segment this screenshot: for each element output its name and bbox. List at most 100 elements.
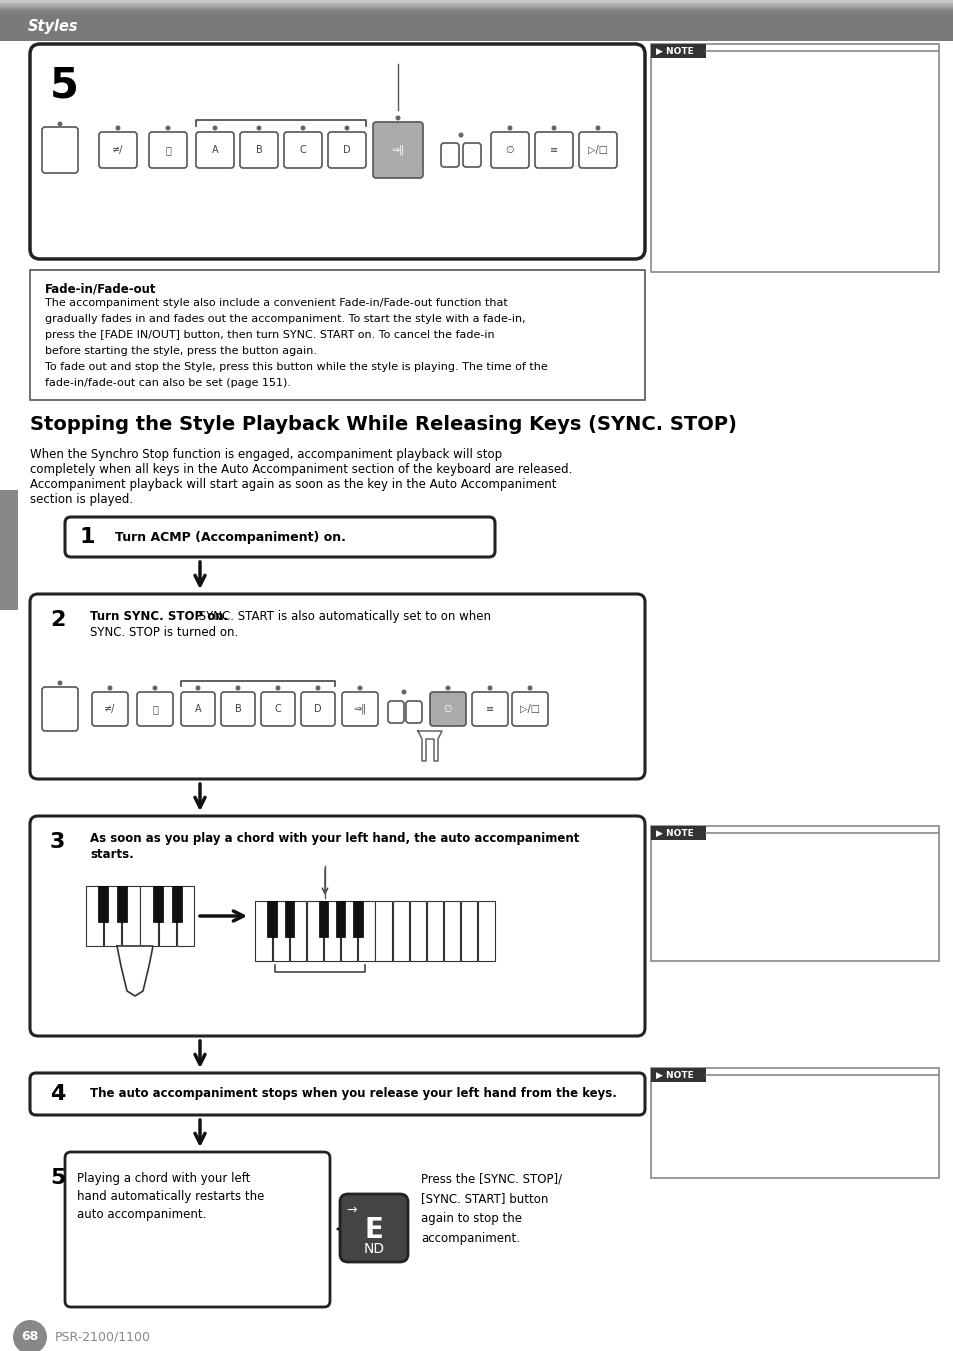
Text: ≡: ≡ [485, 704, 494, 713]
FancyBboxPatch shape [462, 143, 480, 168]
Bar [307, 901, 323, 961]
Text: Styles: Styles [28, 19, 78, 35]
Text: Accompaniment playback will start again as soon as the key in the Auto Accompani: Accompaniment playback will start again … [30, 478, 556, 490]
Bar [116, 886, 127, 921]
Text: 68: 68 [21, 1331, 38, 1343]
Text: SYNC. STOP is turned on.: SYNC. STOP is turned on. [90, 626, 238, 639]
Bar [86, 886, 103, 946]
Bar [284, 901, 294, 938]
Bar [0, 9, 953, 14]
Circle shape [527, 685, 532, 690]
Text: B: B [255, 145, 262, 155]
Text: starts.: starts. [90, 848, 133, 861]
Circle shape [487, 685, 492, 690]
Text: C: C [274, 704, 281, 713]
FancyBboxPatch shape [240, 132, 277, 168]
Bar [650, 825, 938, 961]
FancyBboxPatch shape [65, 1152, 330, 1306]
Bar [650, 45, 938, 272]
Circle shape [235, 685, 240, 690]
Bar [650, 825, 705, 840]
Text: Press the [SYNC. STOP]/: Press the [SYNC. STOP]/ [420, 1173, 561, 1185]
Circle shape [13, 1320, 47, 1351]
FancyBboxPatch shape [42, 688, 78, 731]
Circle shape [357, 685, 362, 690]
Bar [0, 14, 953, 41]
Circle shape [256, 126, 261, 131]
Text: As soon as you play a chord with your left hand, the auto accompaniment: As soon as you play a chord with your le… [90, 832, 578, 844]
FancyBboxPatch shape [261, 692, 294, 725]
Circle shape [315, 685, 320, 690]
Bar [324, 901, 340, 961]
Text: ▷/□: ▷/□ [587, 145, 607, 155]
Text: B: B [234, 704, 241, 713]
Text: ⏩: ⏩ [152, 704, 158, 713]
Bar [427, 901, 442, 961]
FancyBboxPatch shape [30, 594, 644, 780]
Text: ∅: ∅ [443, 704, 452, 713]
Bar [153, 886, 163, 921]
Text: fade-in/fade-out can also be set (page 151).: fade-in/fade-out can also be set (page 1… [45, 378, 291, 388]
FancyBboxPatch shape [30, 1073, 644, 1115]
Circle shape [195, 685, 200, 690]
Bar [0, 3, 953, 5]
FancyBboxPatch shape [472, 692, 507, 725]
FancyBboxPatch shape [149, 132, 187, 168]
Circle shape [300, 126, 305, 131]
Bar [0, 5, 953, 8]
Text: ⇒‖: ⇒‖ [354, 704, 366, 715]
Circle shape [344, 126, 349, 131]
Circle shape [152, 685, 157, 690]
Text: accompaniment.: accompaniment. [420, 1232, 519, 1246]
Bar [358, 901, 375, 961]
Text: hand automatically restarts the: hand automatically restarts the [77, 1190, 264, 1202]
Text: section is played.: section is played. [30, 493, 133, 507]
Text: C: C [299, 145, 306, 155]
Bar [98, 886, 109, 921]
FancyBboxPatch shape [65, 517, 495, 557]
Bar [30, 270, 644, 400]
FancyBboxPatch shape [430, 692, 465, 725]
Text: 1: 1 [80, 527, 95, 547]
Bar [255, 901, 272, 961]
Bar [353, 901, 362, 938]
FancyBboxPatch shape [388, 701, 403, 723]
Text: When the Synchro Stop function is engaged, accompaniment playback will stop: When the Synchro Stop function is engage… [30, 449, 501, 461]
FancyBboxPatch shape [406, 701, 421, 723]
Bar [158, 886, 176, 946]
Text: Turn SYNC. STOP on.: Turn SYNC. STOP on. [90, 611, 228, 623]
FancyBboxPatch shape [301, 692, 335, 725]
Polygon shape [417, 731, 441, 761]
Text: ▷/□: ▷/□ [519, 704, 539, 713]
Text: 3: 3 [50, 832, 66, 852]
Text: gradually fades in and fades out the accompaniment. To start the style with a fa: gradually fades in and fades out the acc… [45, 313, 525, 324]
Bar [416, 1152, 625, 1306]
FancyBboxPatch shape [181, 692, 214, 725]
Bar [335, 901, 345, 938]
FancyBboxPatch shape [512, 692, 547, 725]
Text: ⇒‖: ⇒‖ [391, 145, 404, 155]
Circle shape [57, 681, 63, 685]
Circle shape [275, 685, 280, 690]
Bar [460, 901, 476, 961]
Bar [393, 901, 408, 961]
Text: completely when all keys in the Auto Accompaniment section of the keyboard are r: completely when all keys in the Auto Acc… [30, 463, 572, 476]
Bar [104, 886, 121, 946]
FancyBboxPatch shape [284, 132, 322, 168]
Text: PSR-2100/1100: PSR-2100/1100 [55, 1331, 151, 1343]
Text: ▶ NOTE: ▶ NOTE [656, 46, 693, 55]
Text: ≡: ≡ [549, 145, 558, 155]
Text: press the [FADE IN/OUT] button, then turn SYNC. START on. To cancel the fade-in: press the [FADE IN/OUT] button, then tur… [45, 330, 494, 340]
Text: A: A [212, 145, 218, 155]
Bar [177, 886, 194, 946]
Bar [273, 901, 289, 961]
Circle shape [401, 689, 406, 694]
Text: Stopping the Style Playback While Releasing Keys (SYNC. STOP): Stopping the Style Playback While Releas… [30, 415, 736, 434]
Circle shape [445, 685, 450, 690]
Bar [0, 0, 953, 3]
Text: before starting the style, press the button again.: before starting the style, press the but… [45, 346, 316, 357]
FancyBboxPatch shape [99, 132, 137, 168]
Bar [0, 490, 18, 611]
Bar [122, 886, 139, 946]
Circle shape [507, 126, 512, 131]
